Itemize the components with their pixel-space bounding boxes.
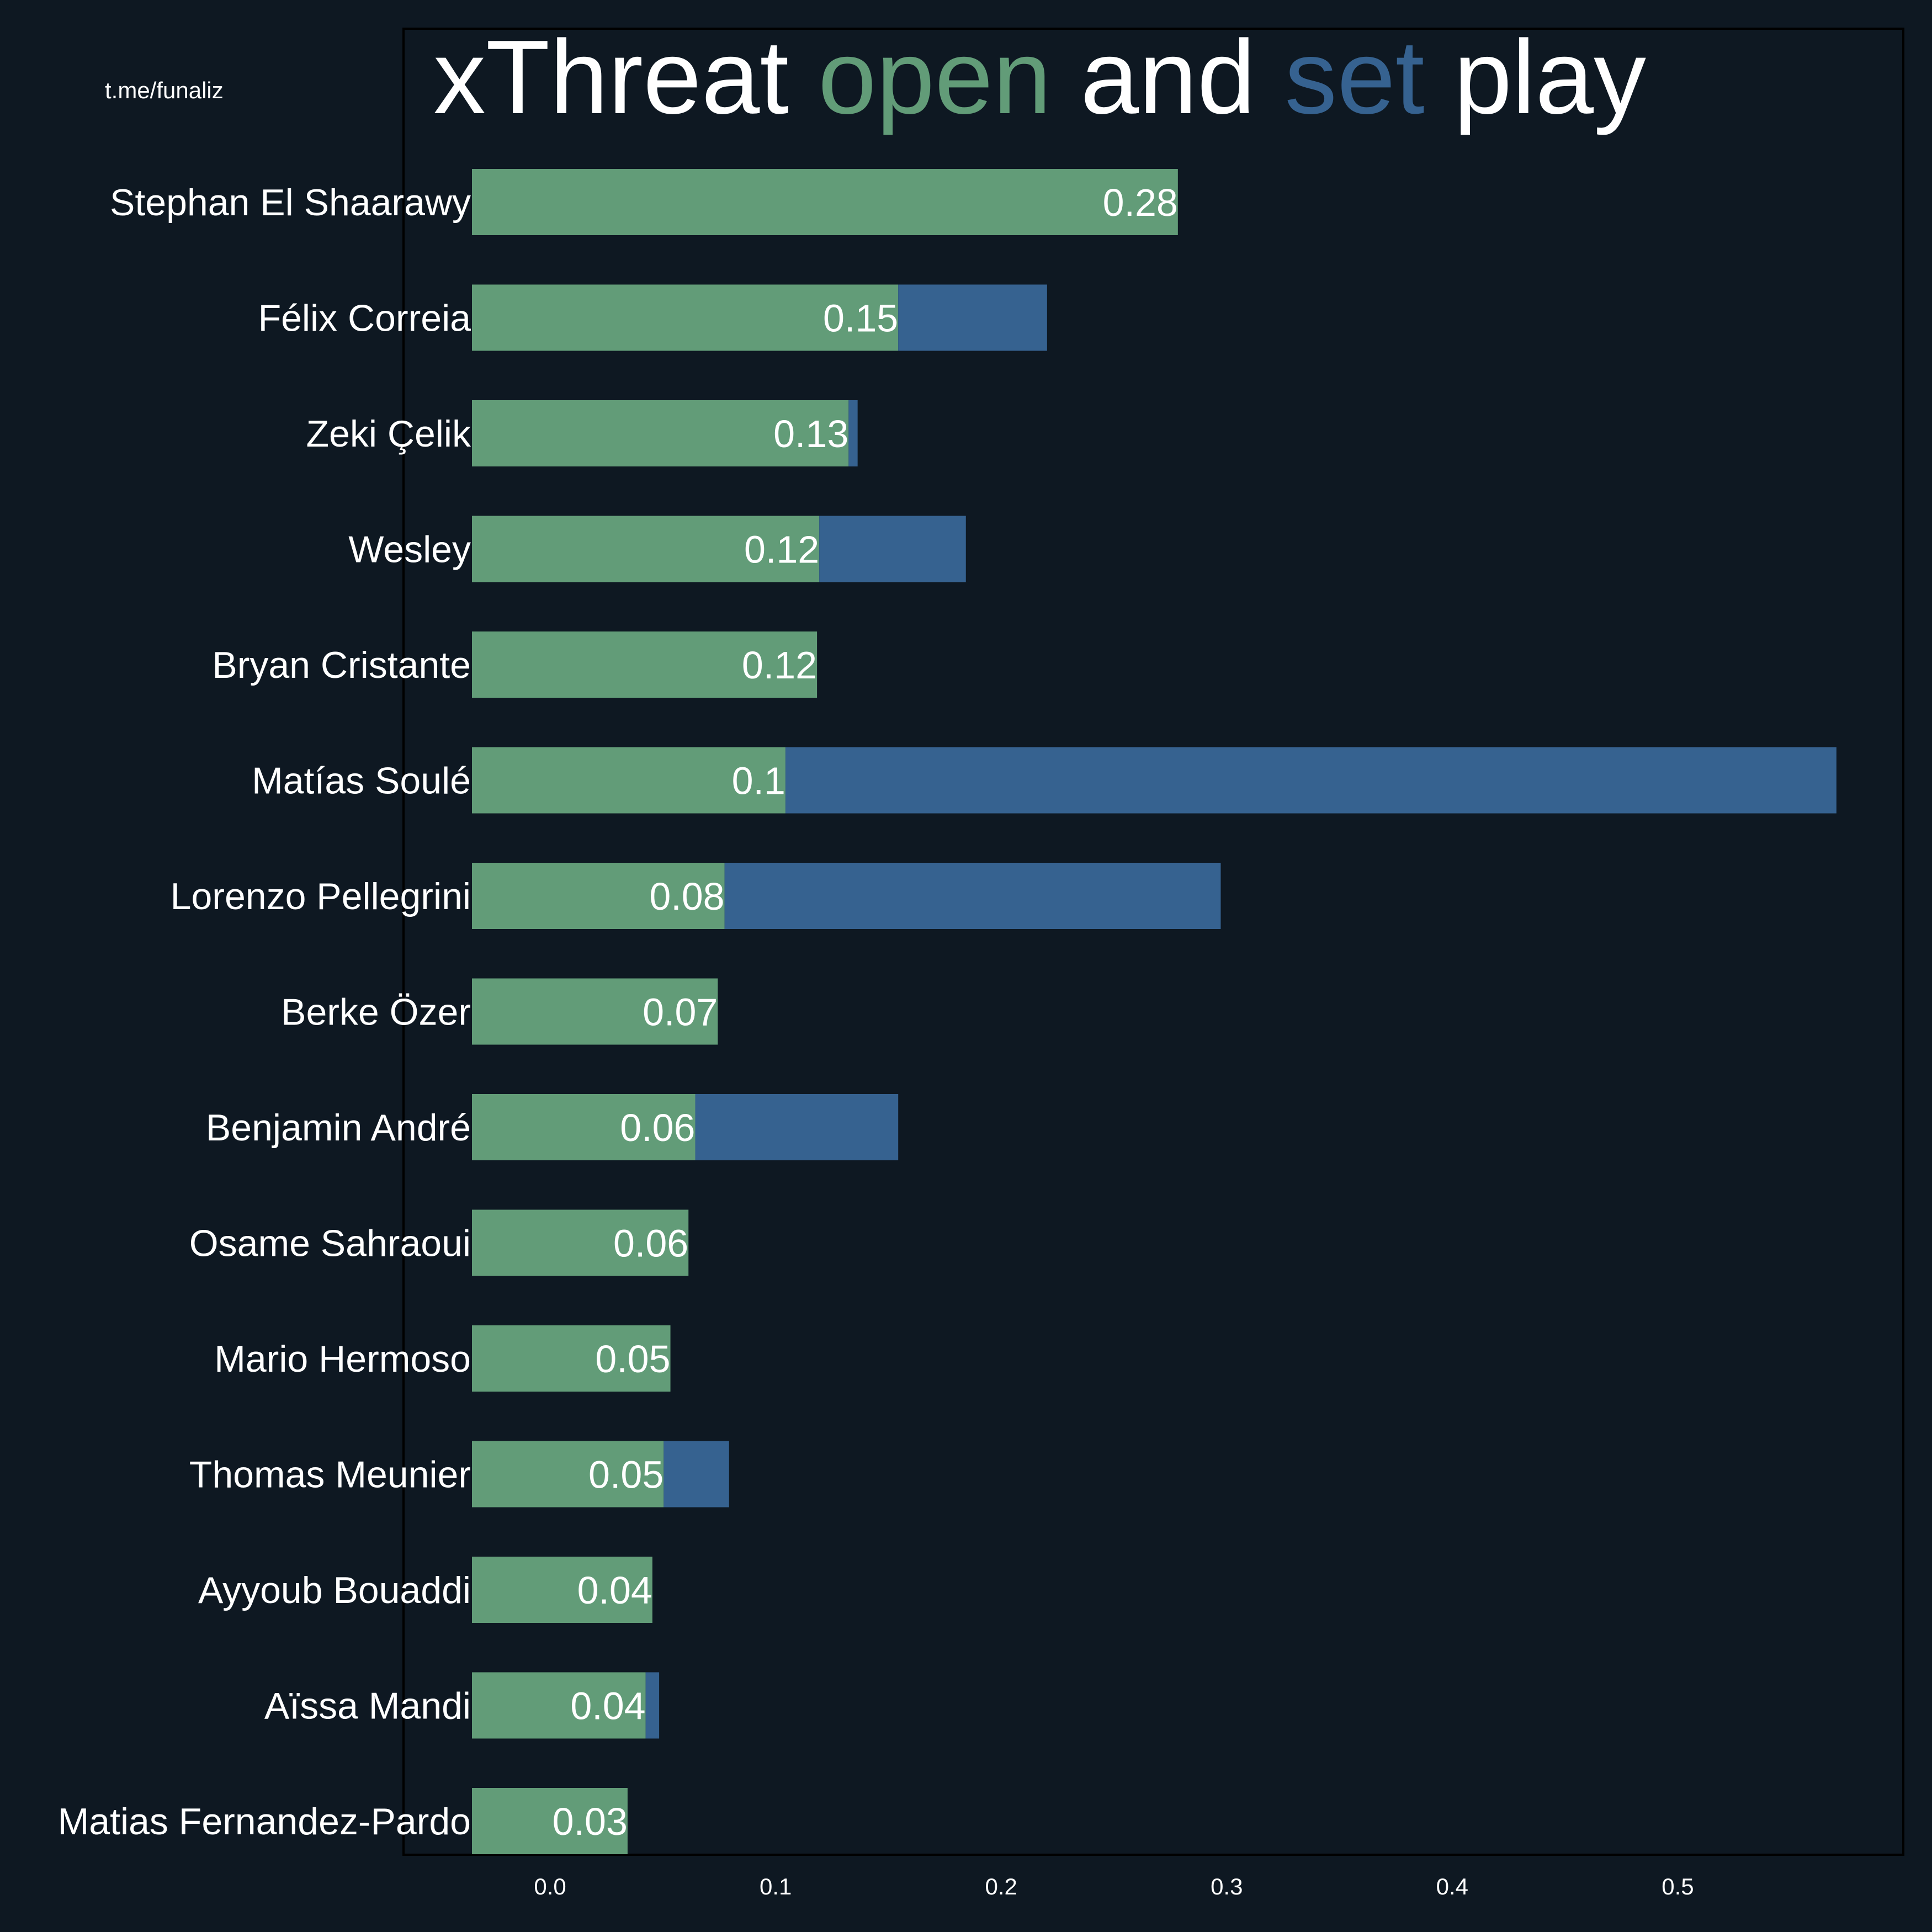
- x-tick-label: 0.5: [1662, 1873, 1694, 1899]
- bar-open: [472, 1788, 628, 1854]
- bar-value-label: 0.12: [744, 528, 819, 571]
- bar-set: [785, 747, 1837, 814]
- bar-value-label: 0.05: [595, 1337, 670, 1381]
- x-tick-label: 0.3: [1211, 1873, 1243, 1899]
- bar-set: [695, 1094, 899, 1160]
- title-set-word: set: [1285, 19, 1425, 136]
- bar-open: [472, 1325, 671, 1392]
- plot-frame: [402, 28, 1904, 1856]
- x-tick-label: 0.1: [760, 1873, 792, 1899]
- bar-value-label: 0.28: [1103, 181, 1178, 224]
- bar-value-label: 0.12: [742, 644, 817, 687]
- y-tick-label: Benjamin André: [206, 1107, 471, 1149]
- bar-value-label: 0.03: [553, 1800, 628, 1843]
- bar-open: [472, 978, 718, 1045]
- bar-value-label: 0.13: [773, 412, 848, 455]
- ticks-layer: 0.0 0.1 0.2 0.3 0.4 0.5: [534, 1873, 1694, 1899]
- y-tick-label: Félix Correia: [258, 298, 471, 339]
- bar-open: [472, 1672, 646, 1739]
- bar-set: [664, 1441, 729, 1508]
- y-tick-label: Thomas Meunier: [189, 1454, 471, 1496]
- bar-value-label: 0.05: [588, 1453, 664, 1496]
- chart-title: xThreat open and set play: [433, 25, 1646, 130]
- bar-set: [645, 1672, 660, 1739]
- y-tick-label: Matías Soulé: [252, 760, 471, 802]
- bar-open: [472, 400, 849, 466]
- bar-set: [819, 516, 966, 582]
- bar-open: [472, 284, 899, 351]
- bar-value-label: 0.1: [732, 760, 785, 803]
- bar-value-label: 0.08: [649, 875, 724, 918]
- bar-open: [472, 1441, 664, 1508]
- y-tick-label: Wesley: [348, 529, 471, 571]
- bar-set: [898, 284, 1047, 351]
- bar-value-label: 0.07: [643, 991, 718, 1034]
- x-tick-label: 0.2: [985, 1873, 1017, 1899]
- bar-open: [472, 1209, 689, 1276]
- bar-open: [472, 747, 785, 814]
- y-tick-label: Lorenzo Pellegrini: [171, 875, 471, 917]
- title-part-3: play: [1424, 19, 1647, 136]
- bar-value-label: 0.15: [823, 297, 898, 340]
- bar-open: [472, 1094, 696, 1160]
- bar-value-label: 0.06: [620, 1106, 695, 1149]
- y-tick-label: Aïssa Mandi: [264, 1685, 471, 1727]
- y-tick-label: Bryan Cristante: [212, 644, 471, 686]
- bar-value-label: 0.04: [577, 1569, 652, 1612]
- bar-value-label: 0.06: [613, 1222, 688, 1265]
- y-tick-label: Berke Özer: [281, 991, 471, 1033]
- watermark: t.me/funaliz: [105, 77, 224, 103]
- bar-set: [724, 863, 1221, 929]
- y-tick-label: Matias Fernandez-Pardo: [58, 1801, 471, 1843]
- bar-open: [472, 631, 818, 698]
- bar-open: [472, 169, 1178, 235]
- x-tick-label: 0.0: [534, 1873, 566, 1899]
- title-part-1: xThreat: [433, 19, 818, 136]
- y-tick-label: Zeki Çelik: [306, 413, 471, 455]
- x-tick-label: 0.4: [1436, 1873, 1468, 1899]
- labels-layer: Stephan El Shaarawy 0.28 Félix Correia 0.15…: [58, 181, 1178, 1843]
- y-tick-label: Mario Hermoso: [214, 1338, 471, 1380]
- bar-open: [472, 863, 725, 929]
- y-tick-label: Osame Sahraoui: [189, 1223, 471, 1265]
- bar-set: [848, 400, 858, 466]
- bar-open: [472, 516, 820, 582]
- y-tick-label: Stephan El Shaarawy: [110, 182, 471, 224]
- title-part-2: and: [1051, 19, 1285, 136]
- title-open-word: open: [818, 19, 1052, 136]
- bar-open: [472, 1557, 652, 1623]
- bars-layer: [472, 169, 1837, 1854]
- bar-value-label: 0.04: [570, 1685, 645, 1728]
- y-tick-label: Ayyoub Bouaddi: [198, 1569, 471, 1611]
